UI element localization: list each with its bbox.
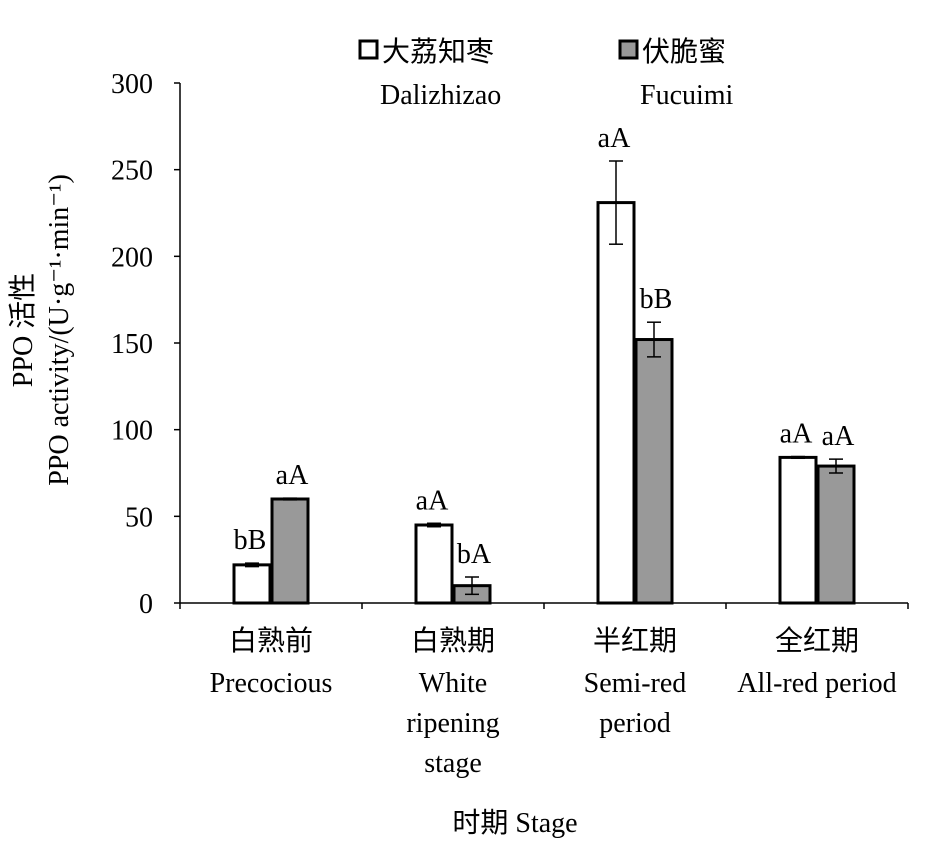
x-tick-label-en: All-red period bbox=[737, 668, 896, 699]
y-tick-label: 100 bbox=[111, 416, 153, 447]
significance-label: aA bbox=[416, 485, 449, 516]
significance-label: bA bbox=[457, 539, 492, 570]
y-axis-label-cn: PPO 活性 bbox=[7, 273, 39, 387]
x-tick-label-en: Precocious bbox=[210, 668, 333, 699]
significance-label: bB bbox=[234, 525, 267, 556]
significance-label: aA bbox=[598, 123, 631, 154]
y-tick-label: 0 bbox=[139, 589, 153, 620]
y-tick-label: 250 bbox=[111, 156, 153, 187]
significance-label: aA bbox=[822, 421, 855, 452]
x-tick-label-en: Semi-red bbox=[584, 668, 687, 699]
x-tick-label-cn: 白熟期 bbox=[411, 625, 495, 657]
bar bbox=[778, 455, 818, 605]
significance-label: bB bbox=[640, 284, 673, 315]
significance-label: aA bbox=[780, 419, 813, 450]
bar bbox=[596, 201, 636, 605]
bar bbox=[232, 563, 272, 605]
legend-swatch bbox=[618, 39, 639, 60]
x-tick-label-en: stage bbox=[424, 748, 482, 779]
x-tick-label-en: White bbox=[419, 668, 487, 699]
legend-swatch bbox=[358, 39, 379, 60]
legend-label-cn: 大荔知枣 bbox=[382, 36, 494, 68]
x-tick-label-en: period bbox=[599, 708, 671, 739]
bar bbox=[634, 338, 674, 605]
x-axis-label: 时期 Stage bbox=[452, 807, 577, 839]
y-tick-label: 300 bbox=[111, 69, 153, 100]
y-axis-label-en: PPO activity/(U·g⁻¹·min⁻¹) bbox=[44, 174, 75, 486]
bar bbox=[816, 464, 856, 605]
x-tick-label-cn: 白熟前 bbox=[229, 625, 313, 657]
legend-label-en: Fucuimi bbox=[640, 80, 734, 111]
x-tick-label-cn: 全红期 bbox=[775, 625, 859, 657]
bar bbox=[414, 523, 454, 605]
significance-label: aA bbox=[276, 460, 309, 491]
legend-label-cn: 伏脆蜜 bbox=[642, 36, 726, 68]
x-tick-label-cn: 半红期 bbox=[593, 625, 677, 657]
bar bbox=[270, 497, 310, 605]
legend-label-en: Dalizhizao bbox=[380, 80, 501, 111]
y-tick-label: 50 bbox=[125, 502, 153, 533]
y-tick-label: 200 bbox=[111, 242, 153, 273]
y-tick-label: 150 bbox=[111, 329, 153, 360]
x-tick-label-en: ripening bbox=[406, 708, 499, 739]
